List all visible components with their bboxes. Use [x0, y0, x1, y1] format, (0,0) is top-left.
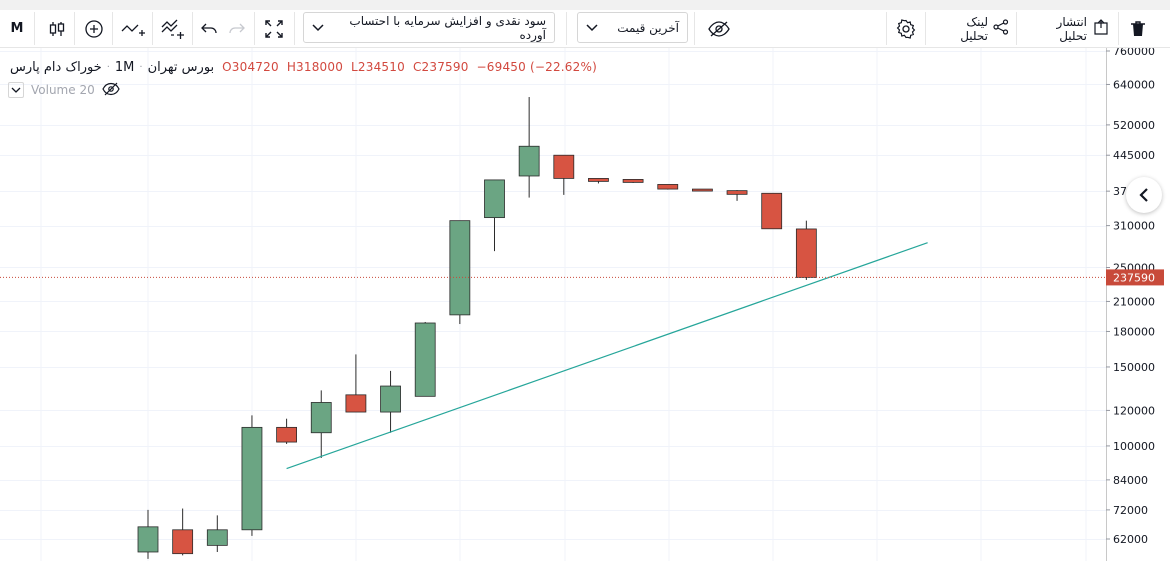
- legend-separator: ·: [139, 61, 143, 73]
- candle-body: [692, 188, 713, 192]
- price-tick-label: 760000: [1113, 48, 1155, 58]
- share-icon: [993, 19, 1009, 38]
- candle-body: [137, 526, 159, 553]
- toolbar-divider: [294, 12, 295, 45]
- ohlc-high: H318000: [286, 60, 344, 74]
- candle-body: [172, 529, 194, 555]
- toolbar-divider: [112, 12, 113, 45]
- exchange-name: بورس تهران: [147, 59, 215, 75]
- toolbar-divider: [925, 12, 926, 45]
- legend-separator: ·: [106, 61, 110, 73]
- ohlc-close: C237590: [412, 60, 469, 74]
- price-tick-label: 120000: [1113, 404, 1155, 417]
- publish-icon: [1092, 18, 1110, 39]
- candle-body: [553, 154, 575, 179]
- eye-hidden-icon[interactable]: [102, 82, 120, 99]
- toolbar-divider: [1016, 12, 1017, 45]
- dividend-adjustment-dropdown[interactable]: سود نقدی و افزایش سرمایه با احتساب آورده: [303, 12, 555, 43]
- price-axis[interactable]: 62000 72000 84000 100000 120000 150000 180000 2…: [1106, 48, 1170, 561]
- dividend-adjustment-value: سود نقدی و افزایش سرمایه با احتساب آورده: [349, 13, 546, 42]
- collapse-legend-button[interactable]: [8, 82, 24, 98]
- price-tick-label: 72000: [1113, 504, 1148, 517]
- ohlc-low: L234510: [351, 60, 405, 74]
- toolbar-divider: [694, 12, 695, 45]
- chevron-down-icon: [312, 23, 324, 32]
- fullscreen-icon[interactable]: [258, 10, 290, 47]
- price-tick-label: 100000: [1113, 440, 1155, 453]
- volume-indicator-legend: Volume 20: [8, 81, 120, 99]
- toolbar-divider: [566, 12, 567, 45]
- price-tick-label: 210000: [1113, 295, 1155, 308]
- chevron-down-icon: [11, 87, 21, 93]
- candle-body: [345, 394, 367, 413]
- candle-body: [795, 228, 817, 278]
- toolbar-divider: [192, 12, 193, 45]
- price-tick-label: 62000: [1113, 533, 1148, 546]
- price-tick-label: 84000: [1113, 474, 1148, 487]
- candle-body: [518, 145, 540, 177]
- price-axis-background: [1106, 48, 1170, 561]
- hide-drawings-icon[interactable]: [700, 10, 738, 47]
- price-tick-label: 520000: [1113, 119, 1155, 132]
- add-indicator-icon[interactable]: [78, 10, 110, 47]
- price-source-dropdown[interactable]: آخرین قیمت: [577, 12, 688, 43]
- ohlc-open: O304720: [222, 60, 279, 74]
- toolbar-divider: [886, 12, 887, 45]
- toolbar-divider: [74, 12, 75, 45]
- price-tick-label: 640000: [1113, 78, 1155, 91]
- toolbar-divider: [152, 12, 153, 45]
- volume-indicator-label: Volume 20: [31, 83, 95, 97]
- publish-analysis-button[interactable]: انتشار تحلیل: [1020, 10, 1116, 47]
- price-chart[interactable]: 62000 72000 84000 100000 120000 150000 180000 2…: [0, 48, 1170, 561]
- candles-chart-type-icon[interactable]: [40, 10, 74, 47]
- symbol-legend: خوراک دام پارس · 1M · بورس تهران O304720…: [10, 58, 597, 76]
- price-tick-label: 180000: [1113, 325, 1155, 338]
- share-link-label: لینک تحلیل: [960, 14, 988, 43]
- indicators-templates-icon[interactable]: [156, 10, 190, 47]
- symbol-name: خوراک دام پارس: [10, 59, 102, 75]
- candle-body: [449, 220, 471, 316]
- price-source-value: آخرین قیمت: [617, 20, 679, 35]
- interval-button[interactable]: M: [10, 21, 24, 36]
- candle-body: [380, 385, 401, 413]
- delete-trash-icon[interactable]: [1122, 10, 1154, 47]
- price-tick-label: 445000: [1113, 149, 1155, 162]
- candle-body: [206, 529, 228, 546]
- candle-body: [761, 192, 783, 230]
- toolbar-divider: [34, 12, 35, 45]
- candle-body: [310, 402, 332, 434]
- price-tick-label: 310000: [1113, 220, 1155, 233]
- share-link-button[interactable]: لینک تحلیل: [929, 10, 1015, 47]
- candle-body: [622, 179, 644, 183]
- top-toolbar: M سود نقدی و افزایش سرمایه با احتساب آور…: [0, 0, 1170, 48]
- undo-icon[interactable]: [196, 10, 222, 47]
- publish-analysis-label: انتشار تحلیل: [1056, 14, 1087, 43]
- chevron-left-icon: [1139, 188, 1148, 202]
- compare-symbol-icon[interactable]: [116, 10, 150, 47]
- candle-body: [241, 426, 263, 531]
- settings-gear-icon[interactable]: [890, 10, 922, 47]
- scroll-left-button[interactable]: [1126, 177, 1162, 213]
- price-tick-label: 150000: [1113, 361, 1155, 374]
- candle-body: [414, 322, 436, 397]
- chart-grid: [0, 48, 1106, 561]
- last-price-badge: [1106, 269, 1164, 286]
- toolbar-divider: [1118, 12, 1119, 45]
- toolbar-divider: [254, 12, 255, 45]
- candle-body: [484, 179, 505, 219]
- legend-interval: 1M: [114, 59, 135, 75]
- chart-overlays: [0, 242, 1106, 470]
- redo-icon[interactable]: [224, 10, 250, 47]
- price-change: −69450 (−22.62%): [476, 60, 597, 74]
- candlestick-series: [137, 97, 817, 559]
- chevron-down-icon: [586, 23, 598, 32]
- trendline-drawing: [286, 242, 928, 470]
- candle-body: [276, 426, 298, 443]
- last-price-label: 237590: [1113, 271, 1155, 284]
- candle-body: [588, 178, 609, 182]
- candle-body: [726, 190, 748, 195]
- candle-body: [657, 184, 679, 190]
